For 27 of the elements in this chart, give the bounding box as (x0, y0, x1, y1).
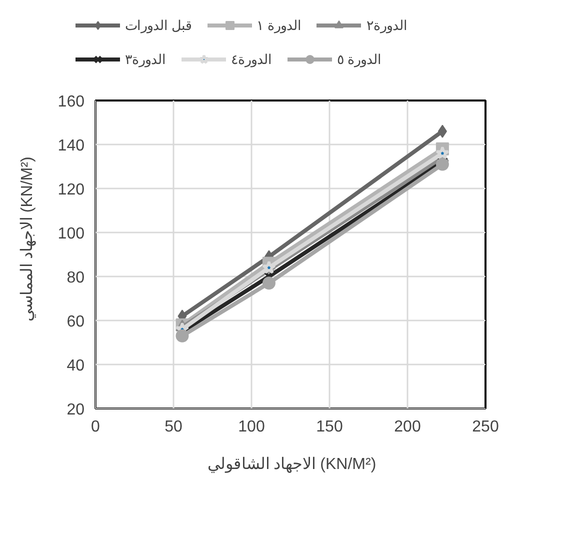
y-tick-label: 40 (66, 358, 85, 374)
legend-label: الدورة ٥ (337, 52, 382, 66)
x-tick-label: 250 (472, 418, 499, 436)
legend-label: الدورة٤ (231, 52, 272, 66)
y-tick-label: 120 (58, 182, 85, 198)
legend-label: الدورة ١ (256, 18, 302, 32)
y-axis-title: الاجهاد المماسي (KN/M²) (19, 156, 36, 322)
y-tick-label: 100 (58, 226, 85, 242)
x-tick-label: 200 (394, 418, 421, 436)
point (262, 276, 276, 290)
legend-label: قبل الدورات (125, 18, 192, 32)
x-tick-label: 100 (238, 418, 265, 436)
legend-label: الدورة٢ (366, 18, 408, 32)
y-tick-label: 60 (66, 314, 85, 330)
y-tick-label: 160 (58, 94, 85, 110)
point (176, 329, 189, 342)
x-tick-label: 50 (164, 418, 182, 436)
x-tick-label: 0 (91, 418, 100, 436)
legend-label: الدورة٣ (125, 52, 166, 66)
point (436, 158, 449, 171)
x-axis-title: الاجهاد الشاقولي (KN/M²) (207, 456, 376, 473)
y-tick-label: 80 (66, 270, 85, 286)
point (435, 146, 450, 160)
y-tick-label: 20 (66, 402, 85, 418)
x-tick-label: 150 (316, 418, 343, 436)
point (438, 124, 447, 138)
y-tick-label: 140 (58, 138, 85, 154)
